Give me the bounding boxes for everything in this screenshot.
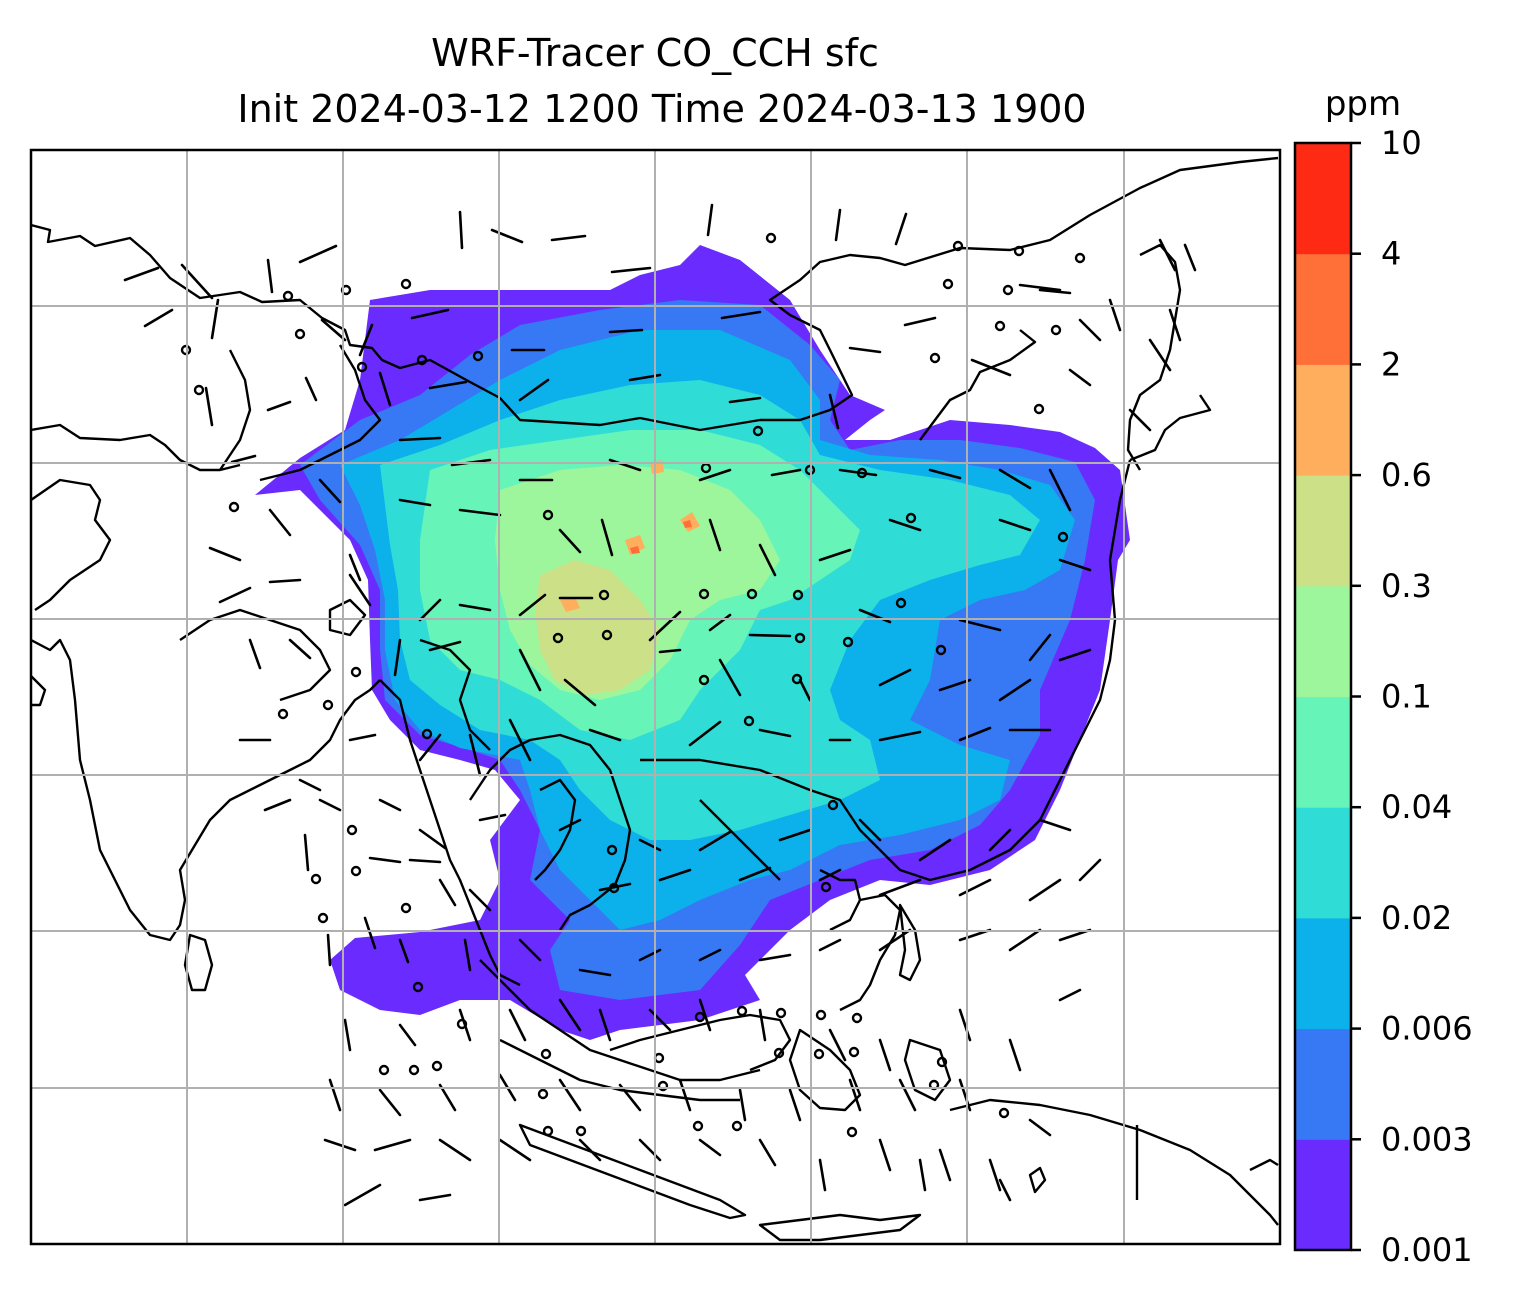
colorbar-segment <box>1295 696 1351 808</box>
colorbar-tick-label: 10 <box>1381 124 1422 162</box>
colorbar-tick-label: 0.1 <box>1381 678 1432 716</box>
colorbar-segment <box>1295 364 1351 476</box>
colorbar-segment <box>1295 475 1351 587</box>
chart-title-line2: Init 2024-03-12 1200 Time 2024-03-13 190… <box>237 87 1086 131</box>
coastlines <box>31 156 1279 1242</box>
colorbar-tick-label: 0.003 <box>1381 1120 1473 1158</box>
colorbar-segment <box>1295 253 1351 365</box>
colorbar: 0.001 0.003 0.006 0.02 0.04 0.1 0.3 0.6 2 4 10 ppm <box>1293 84 1473 1269</box>
colorbar-tick-label: 0.001 <box>1381 1231 1473 1269</box>
colorbar-tick-label: 0.006 <box>1381 1010 1473 1048</box>
wind-barbs <box>123 203 1197 1207</box>
colorbar-segment <box>1295 585 1351 697</box>
map-frame <box>29 148 1282 1246</box>
colorbar-tick-label: 2 <box>1381 345 1401 383</box>
colorbar-unit: ppm <box>1325 84 1401 124</box>
colorbar-segment <box>1295 143 1351 255</box>
colorbar-tick-label: 0.02 <box>1381 899 1452 937</box>
colorbar-segment <box>1295 917 1351 1030</box>
colorbar-segment <box>1295 1028 1351 1140</box>
colorbar-tick-label: 0.6 <box>1381 456 1432 494</box>
colorbar-segment <box>1295 807 1351 919</box>
chart-title-line1: WRF-Tracer CO_CCH sfc <box>431 31 879 75</box>
colorbar-segments <box>1295 143 1351 1251</box>
colorbar-tick-label: 4 <box>1381 235 1401 273</box>
colorbar-tick-label: 0.04 <box>1381 788 1452 826</box>
colorbar-ticks: 0.001 0.003 0.006 0.02 0.04 0.1 0.3 0.6 2 4 10 <box>1351 124 1473 1269</box>
colorbar-tick-label: 0.3 <box>1381 567 1432 605</box>
field-level-8 <box>630 520 692 554</box>
field-level-6 <box>535 560 660 695</box>
gridlines <box>31 150 1280 1244</box>
map-area <box>31 150 1280 1244</box>
colorbar-segment <box>1295 1139 1351 1251</box>
calm-wind-markers <box>180 232 1086 1138</box>
